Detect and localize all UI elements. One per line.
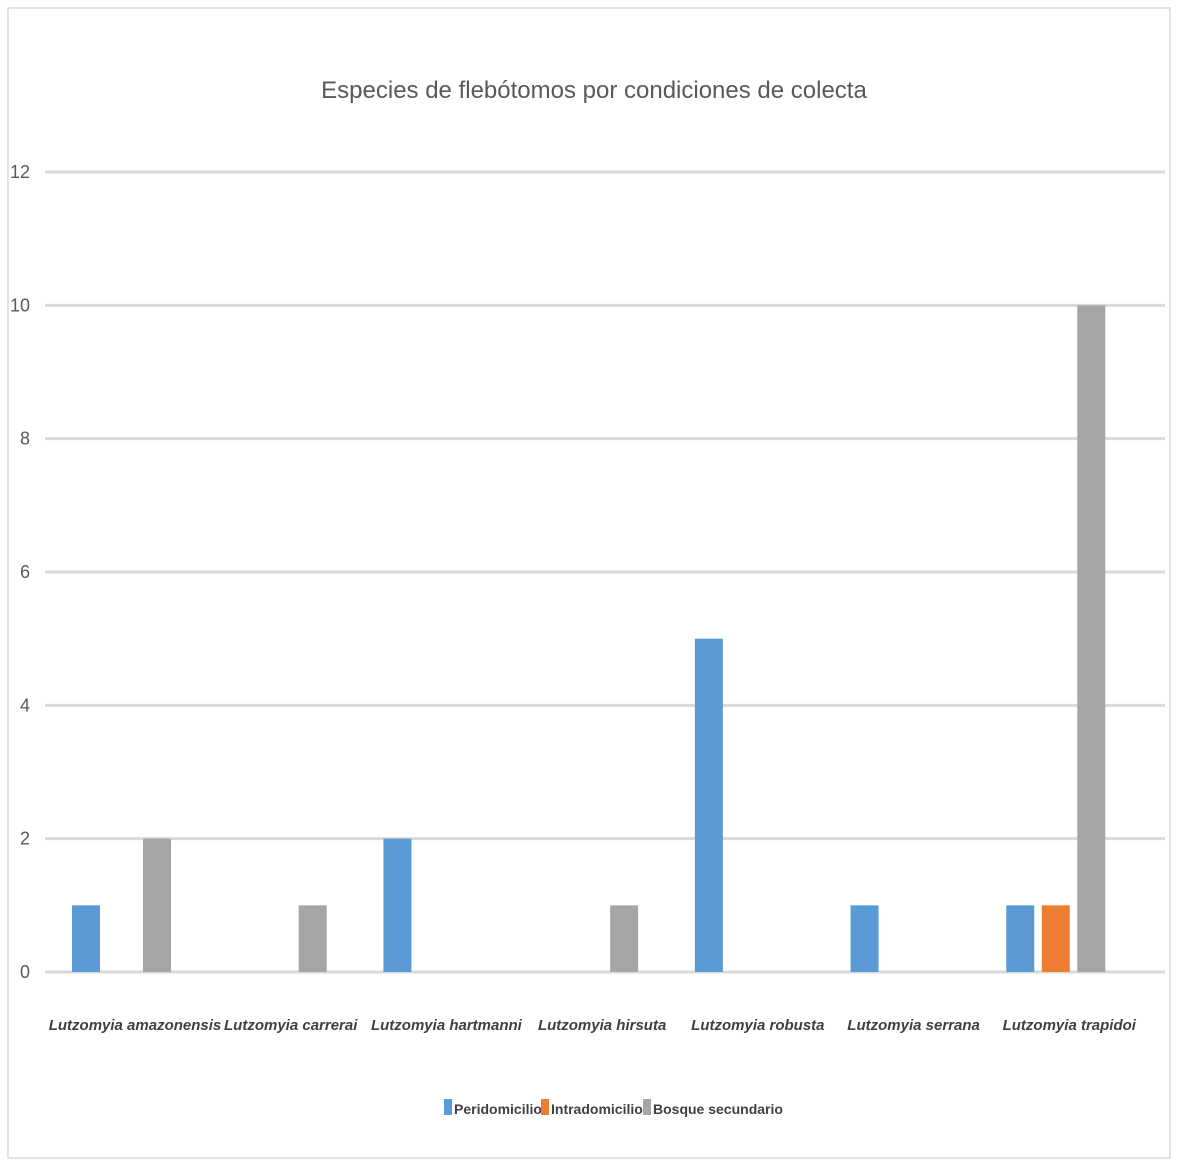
bar-peridomicilio [72, 905, 100, 972]
bar-bosque-secundario [1077, 305, 1106, 972]
bars [72, 305, 1106, 972]
legend: Peridomicilio Intradomicilio Bosque secund… [444, 1099, 783, 1117]
y-tick-label: 0 [20, 962, 30, 982]
y-tick-label: 8 [20, 429, 30, 449]
y-axis-ticks: 0 2 4 6 8 10 12 [10, 162, 30, 982]
legend-label: Peridomicilio [454, 1101, 542, 1117]
y-tick-label: 2 [20, 829, 30, 849]
legend-swatch [541, 1099, 549, 1115]
y-tick-label: 6 [20, 562, 30, 582]
x-axis-ticks: Lutzomyia amazonensis Lutzomyia carrerai L… [49, 1017, 1137, 1034]
x-tick-label: Lutzomyia robusta [691, 1017, 824, 1034]
x-tick-label: Lutzomyia hirsuta [538, 1017, 666, 1034]
legend-label: Intradomicilio [551, 1101, 643, 1117]
bar-peridomicilio [694, 638, 723, 972]
bar-peridomicilio [1006, 905, 1035, 972]
bar-bosque-secundario [610, 905, 639, 972]
chart-border [7, 7, 1171, 1159]
bar-intradomicilio [1041, 905, 1070, 972]
legend-swatch [444, 1099, 452, 1115]
x-tick-label: Lutzomyia serrana [847, 1017, 980, 1034]
chart-title: Especies de flebótomos por condiciones d… [321, 77, 867, 104]
bar-peridomicilio [383, 838, 412, 972]
legend-label: Bosque secundario [653, 1101, 783, 1117]
x-tick-label: Lutzomyia trapidoi [1003, 1017, 1137, 1034]
x-tick-label: Lutzomyia hartmanni [371, 1017, 523, 1034]
x-tick-label: Lutzomyia carrerai [224, 1017, 358, 1034]
bar-bosque-secundario [298, 905, 327, 972]
legend-swatch [643, 1099, 651, 1115]
bar-peridomicilio [850, 905, 879, 972]
y-tick-label: 10 [10, 295, 30, 315]
gridlines [45, 170, 1165, 974]
y-tick-label: 12 [10, 162, 30, 182]
x-tick-label: Lutzomyia amazonensis [49, 1017, 222, 1034]
bar-bosque-secundario [143, 838, 171, 972]
y-tick-label: 4 [20, 695, 30, 715]
